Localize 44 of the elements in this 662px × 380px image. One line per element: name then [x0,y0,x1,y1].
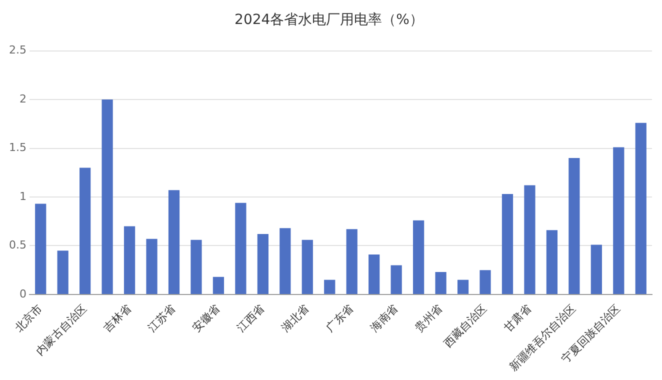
bar [35,204,46,294]
bar [480,270,491,294]
x-tick-label: 甘肃省 [501,302,534,335]
bar [57,250,68,294]
bar [324,280,336,294]
bar [168,190,180,294]
bar [568,158,580,294]
bar [457,280,469,294]
chart-title: 2024各省水电厂用电率（%） [234,12,424,28]
x-tick-label: 湖北省 [279,302,312,335]
x-tick-label: 安徽省 [190,302,223,335]
bar [502,194,514,294]
y-tick-label: 2 [19,92,26,106]
x-tick-label: 江西省 [234,302,268,335]
y-tick-label: 1 [19,190,26,203]
x-tick-label: 海南省 [368,302,400,335]
x-tick-label: 吉林省 [101,302,134,335]
bar [146,238,158,294]
bar [212,276,224,294]
bar [102,100,113,294]
y-tick-label: 2.5 [8,44,26,57]
bar [390,265,402,294]
y-tick-label: 0 [19,287,26,300]
x-tick-label: 北京市 [12,302,45,335]
bar [257,234,268,294]
bar [280,228,291,294]
bar [302,240,313,294]
bar [368,254,380,294]
bar [635,122,646,294]
y-tick-label: 1.5 [8,141,26,154]
bar [613,147,624,294]
bar [435,272,446,294]
bar [413,220,424,294]
bar [346,229,358,294]
bar [80,168,91,294]
x-tick-label: 江苏省 [146,302,178,335]
y-tick-label: 0.5 [8,238,26,252]
bar [190,240,202,294]
x-tick-label: 广东省 [323,302,356,335]
bar [546,230,558,294]
bar [590,244,602,294]
bar [235,202,246,294]
bar [124,226,136,294]
bar [524,185,536,294]
